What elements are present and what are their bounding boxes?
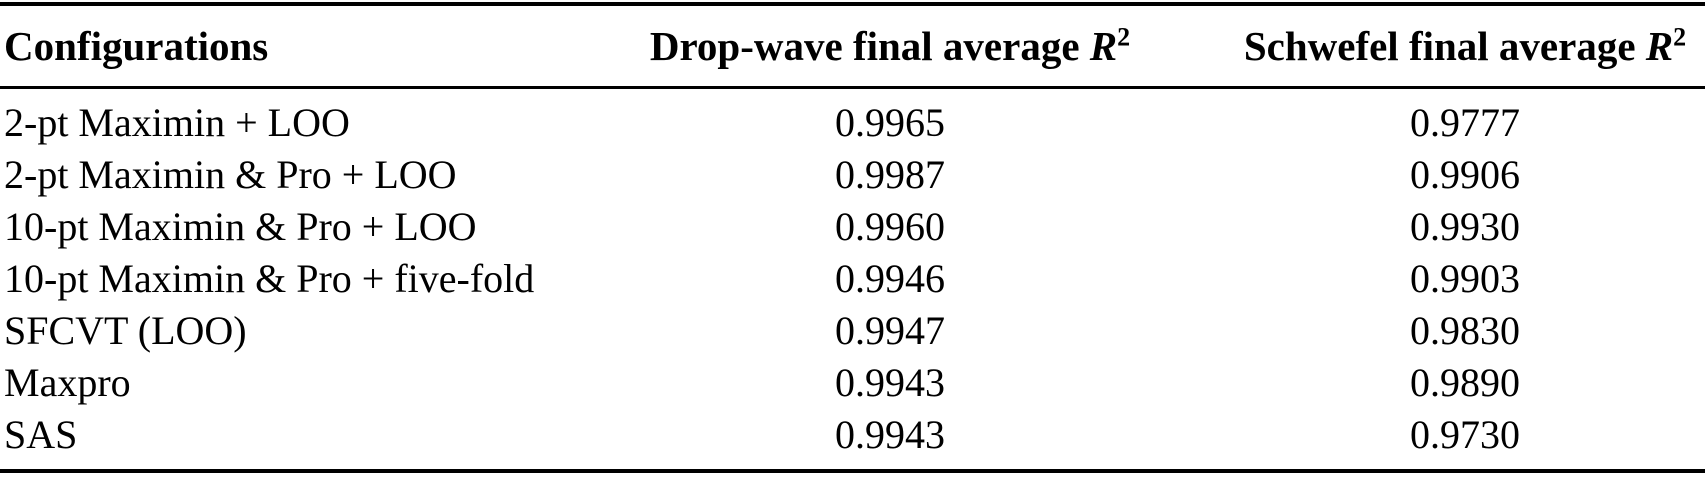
header-row: Configurations Drop-wave final average R… [0,4,1705,89]
config-cell: SFCVT (LOO) [4,308,247,353]
dropwave-value-cell: 0.9943 [835,360,945,405]
dropwave-value-cell: 0.9960 [835,204,945,249]
column-header-configurations: Configurations [0,4,555,89]
column-header-schwefel: Schwefel final average R2 [1225,4,1705,89]
table-header: Configurations Drop-wave final average R… [0,4,1705,89]
table-row: 10-pt Maximin & Pro + LOO 0.9960 0.9930 [0,201,1705,253]
config-cell: 10-pt Maximin & Pro + five-fold [4,256,535,301]
dropwave-header-label: Drop-wave final average [649,23,1090,69]
dropwave-r-superscript: 2 [1117,22,1131,52]
schwefel-r-superscript: 2 [1673,22,1687,52]
schwefel-value-cell: 0.9906 [1410,152,1520,197]
schwefel-header-label: Schwefel final average [1243,23,1646,69]
config-cell: 2-pt Maximin + LOO [4,100,350,145]
configurations-header-label: Configurations [4,23,269,69]
dropwave-value-cell: 0.9943 [835,412,945,457]
dropwave-value-cell: 0.9987 [835,152,945,197]
config-cell: 10-pt Maximin & Pro + LOO [4,204,477,249]
table-row: 2-pt Maximin + LOO 0.9965 0.9777 [0,88,1705,150]
config-cell: Maxpro [4,360,131,405]
table-row: SFCVT (LOO) 0.9947 0.9830 [0,305,1705,357]
dropwave-r-symbol: R [1089,23,1118,69]
table-row: 10-pt Maximin & Pro + five-fold 0.9946 0… [0,253,1705,305]
schwefel-value-cell: 0.9777 [1410,100,1520,145]
schwefel-value-cell: 0.9890 [1410,360,1520,405]
config-cell: SAS [4,412,78,457]
schwefel-value-cell: 0.9830 [1410,308,1520,353]
table-row: 2-pt Maximin & Pro + LOO 0.9987 0.9906 [0,149,1705,201]
config-cell: 2-pt Maximin & Pro + LOO [4,152,457,197]
dropwave-value-cell: 0.9947 [835,308,945,353]
schwefel-r-symbol: R [1645,23,1674,69]
column-header-dropwave: Drop-wave final average R2 [555,4,1225,89]
table-row: SAS 0.9943 0.9730 [0,409,1705,471]
dropwave-value-cell: 0.9946 [835,256,945,301]
schwefel-value-cell: 0.9930 [1410,204,1520,249]
table-body: 2-pt Maximin + LOO 0.9965 0.9777 2-pt Ma… [0,88,1705,472]
table-row: Maxpro 0.9943 0.9890 [0,357,1705,409]
schwefel-value-cell: 0.9903 [1410,256,1520,301]
schwefel-value-cell: 0.9730 [1410,412,1520,457]
dropwave-value-cell: 0.9965 [835,100,945,145]
